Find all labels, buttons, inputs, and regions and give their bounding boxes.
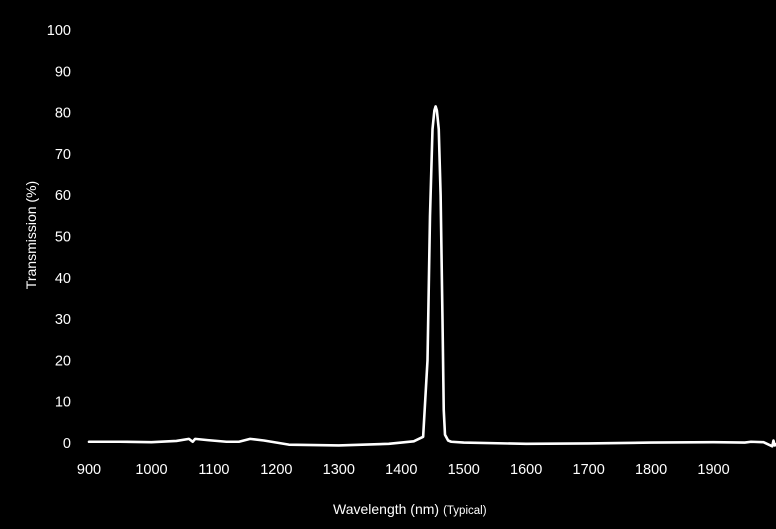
x-axis-title-note: (Typical) — [443, 505, 487, 517]
x-tick-label: 1500 — [448, 462, 480, 478]
x-tick-label: 1000 — [135, 462, 167, 478]
y-axis-title: Transmission (%) — [23, 181, 39, 289]
y-tick-label: 20 — [55, 353, 71, 369]
y-tick-label: 70 — [55, 147, 71, 163]
x-axis-title: Wavelength (nm) (Typical) — [333, 501, 487, 517]
y-tick-label: 100 — [47, 23, 71, 39]
x-tick-label: 900 — [77, 462, 101, 478]
y-tick-label: 40 — [55, 271, 71, 287]
y-axis-tick-labels: 0 10 20 30 40 50 60 70 80 90 100 — [47, 23, 71, 452]
x-tick-label: 1300 — [323, 462, 355, 478]
y-tick-label: 50 — [55, 230, 71, 246]
x-axis-title-main: Wavelength (nm) — [333, 501, 439, 517]
y-tick-label: 90 — [55, 64, 71, 80]
x-tick-label: 1600 — [510, 462, 542, 478]
x-axis-tick-labels: 900 1000 1100 1200 1300 1400 1500 1600 1700 1800 1… — [77, 462, 730, 478]
y-tick-label: 0 — [63, 436, 71, 452]
y-tick-label: 30 — [55, 312, 71, 328]
x-tick-label: 1100 — [198, 462, 229, 478]
y-tick-label: 80 — [55, 106, 71, 122]
x-tick-label: 1900 — [697, 462, 729, 478]
x-tick-label: 1200 — [260, 462, 292, 478]
y-tick-label: 10 — [55, 395, 71, 411]
x-tick-label: 1700 — [573, 462, 605, 478]
y-tick-label: 60 — [55, 188, 71, 204]
x-tick-label: 1400 — [385, 462, 417, 478]
x-tick-label: 1800 — [635, 462, 667, 478]
transmission-series-line — [87, 105, 776, 448]
